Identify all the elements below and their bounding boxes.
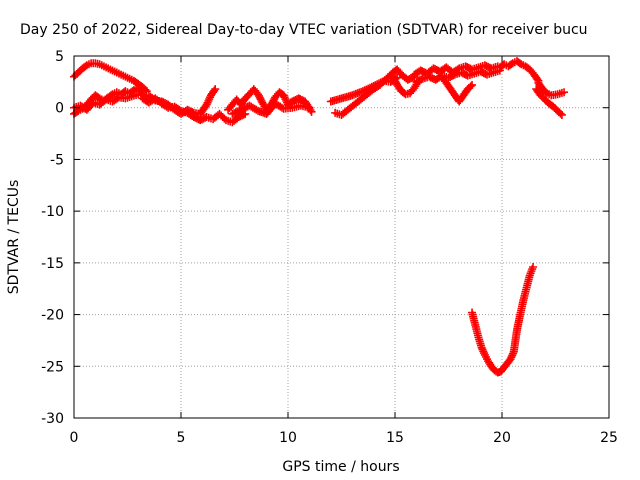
grid [74,56,609,418]
data-point [360,86,369,95]
series-dip-17-18h [438,73,477,106]
data-point [281,95,290,104]
series-mid-band-7-11h-b [228,99,314,118]
data-point [506,355,515,364]
data-point [367,82,376,91]
data-point [508,349,517,358]
series-band-16-19h-b [412,66,504,86]
data-point [149,95,158,104]
y-axis-label: SDTVAR / TECUs [6,180,22,295]
data-point [305,103,314,112]
data-point [560,88,569,97]
data-point [205,95,214,104]
y-tick-label: -5 [50,152,64,168]
data-point [468,80,477,89]
y-tick-label: -15 [41,256,64,272]
y-tick-label: -25 [41,359,64,375]
x-axis-label: GPS time / hours [282,459,399,475]
data-point [507,353,516,362]
data-point [369,81,378,90]
series-lower-band-0-3h-b [70,90,143,114]
x-tick-label: 10 [279,430,297,446]
series-mid-band-3-7h-b [144,85,220,118]
data-point [202,100,211,109]
data-point [373,80,382,89]
series-mid-band-7-11h [224,85,316,116]
data-point [557,110,566,119]
data-point [479,347,488,356]
x-tick-label: 5 [177,430,186,446]
x-tick-label: 20 [493,430,511,446]
data-point [280,93,289,102]
data-point [366,83,375,92]
data-point [466,82,475,91]
y-tick-label: -30 [41,411,64,427]
plot-frame [73,55,610,419]
y-ticks: 5 0 -5 -10 -15 -20 -25 -30 [41,49,609,427]
y-tick-label: 0 [55,101,64,117]
series-tail-21-23h-b [532,85,566,119]
data-point [241,109,250,118]
y-tick-label: 5 [55,49,64,65]
data-point [204,96,213,105]
data-points [70,57,569,377]
data-point [362,85,371,94]
data-point [211,85,220,94]
data-point [529,262,538,271]
data-point [374,79,383,88]
data-point [279,91,288,100]
data-point [203,98,212,107]
data-point [508,351,517,360]
data-point [364,84,373,93]
data-point [556,109,565,118]
x-ticks: 0 5 10 15 20 25 [70,56,618,446]
series-band-20-21h [495,57,543,85]
data-point [307,107,316,116]
data-point [358,87,367,96]
y-tick-label: -10 [41,204,64,220]
data-point [533,75,542,84]
x-tick-label: 15 [386,430,404,446]
data-point [376,78,385,87]
x-tick-label: 0 [70,430,79,446]
data-point [210,86,219,95]
data-point [134,90,143,99]
data-point [478,345,487,354]
y-tick-label: -20 [41,308,64,324]
series-v-dip-19-21h [468,262,538,377]
series-tail-21-23h [534,78,569,100]
data-point [477,343,486,352]
chart-title: Day 250 of 2022, Sidereal Day-to-day VTE… [20,22,588,38]
data-point [371,81,380,90]
x-tick-label: 25 [600,430,618,446]
